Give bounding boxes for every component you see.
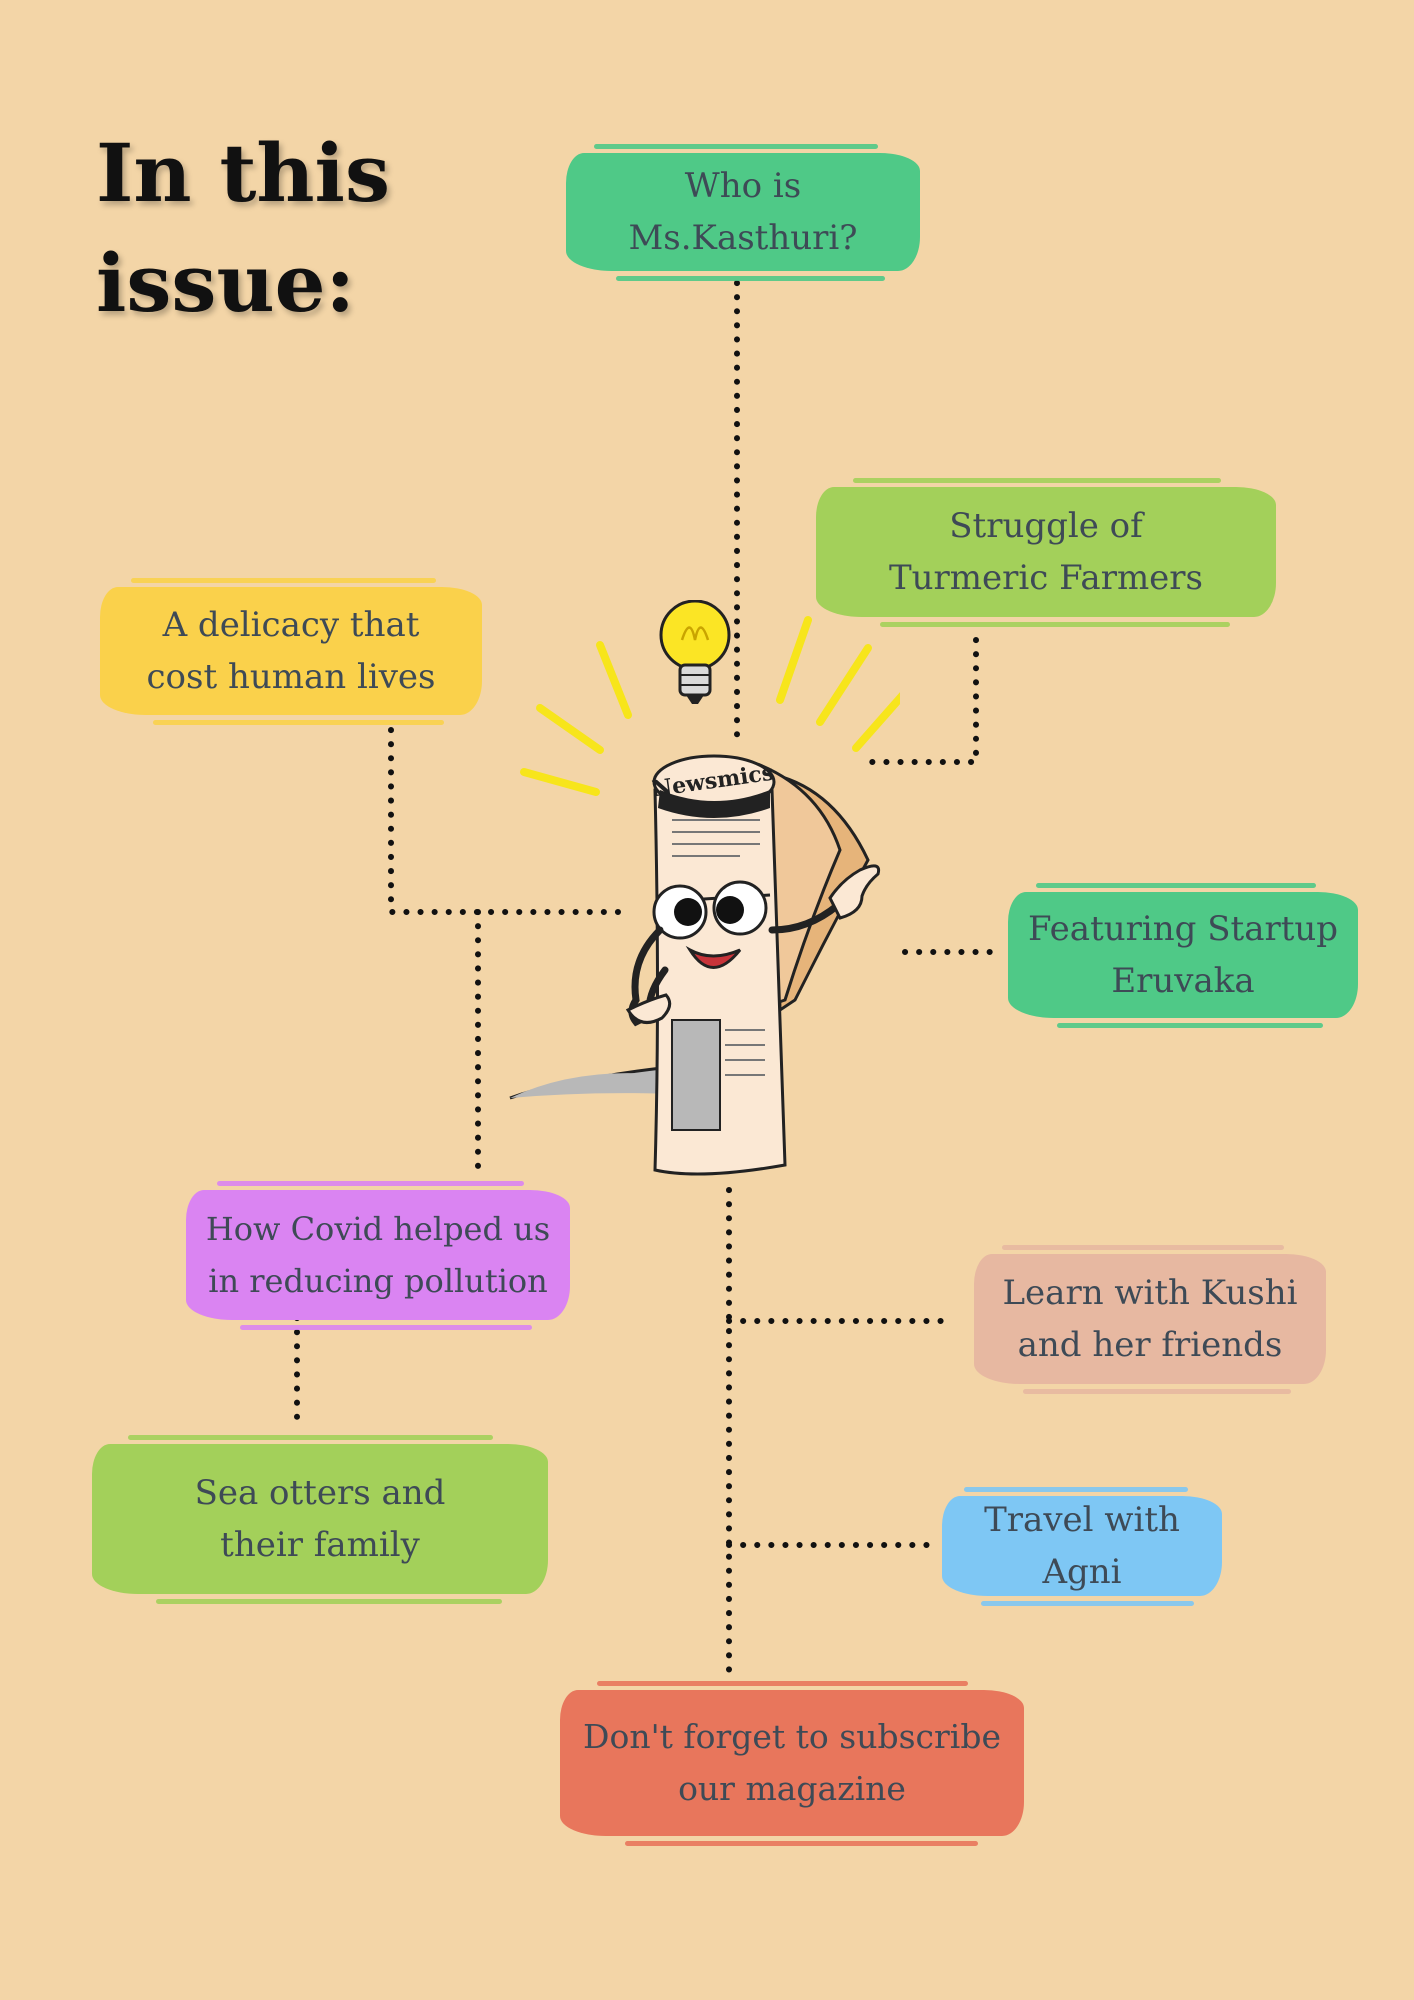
page-title: In this issue: bbox=[96, 118, 390, 338]
topic-covid: How Covid helped us in reducing pollutio… bbox=[186, 1181, 570, 1330]
topic-delicacy-text: A delicacy that cost human lives bbox=[146, 605, 436, 697]
topic-startup-text: Featuring Startup Eruvaka bbox=[1027, 909, 1339, 1001]
topic-agni: Travel with Agni bbox=[942, 1487, 1222, 1606]
topic-subscribe: Don't forget to subscribe our magazine bbox=[560, 1681, 1024, 1846]
topic-covid-text: How Covid helped us in reducing pollutio… bbox=[205, 1210, 551, 1300]
topic-kasthuri: Who is Ms.Kasthuri? bbox=[566, 144, 920, 281]
topic-delicacy: A delicacy that cost human lives bbox=[100, 578, 482, 725]
title-line-2: issue: bbox=[96, 236, 356, 330]
newspaper-mascot-illustration: Newsmics bbox=[509, 600, 900, 1176]
topic-kushi-text: Learn with Kushi and her friends bbox=[1002, 1273, 1298, 1365]
topic-kasthuri-text: Who is Ms.Kasthuri? bbox=[628, 166, 858, 258]
connector-delicacy bbox=[388, 727, 631, 915]
topic-kushi: Learn with Kushi and her friends bbox=[974, 1245, 1326, 1394]
topic-otters-text: Sea otters and their family bbox=[194, 1473, 446, 1565]
topic-startup: Featuring Startup Eruvaka bbox=[1008, 883, 1358, 1028]
title-line-1: In this bbox=[96, 126, 390, 220]
topic-agni-text: Travel with Agni bbox=[984, 1500, 1180, 1592]
light-bulb-icon bbox=[659, 600, 731, 704]
topic-otters: Sea otters and their family bbox=[92, 1435, 548, 1604]
sunglasses-icon bbox=[652, 880, 771, 940]
topic-turmeric-text: Struggle of Turmeric Farmers bbox=[888, 506, 1204, 598]
topic-subscribe-text: Don't forget to subscribe our magazine bbox=[583, 1717, 1001, 1808]
topic-turmeric: Struggle of Turmeric Farmers bbox=[816, 478, 1276, 627]
connector-turmeric bbox=[869, 637, 979, 765]
light-rays bbox=[520, 616, 900, 796]
